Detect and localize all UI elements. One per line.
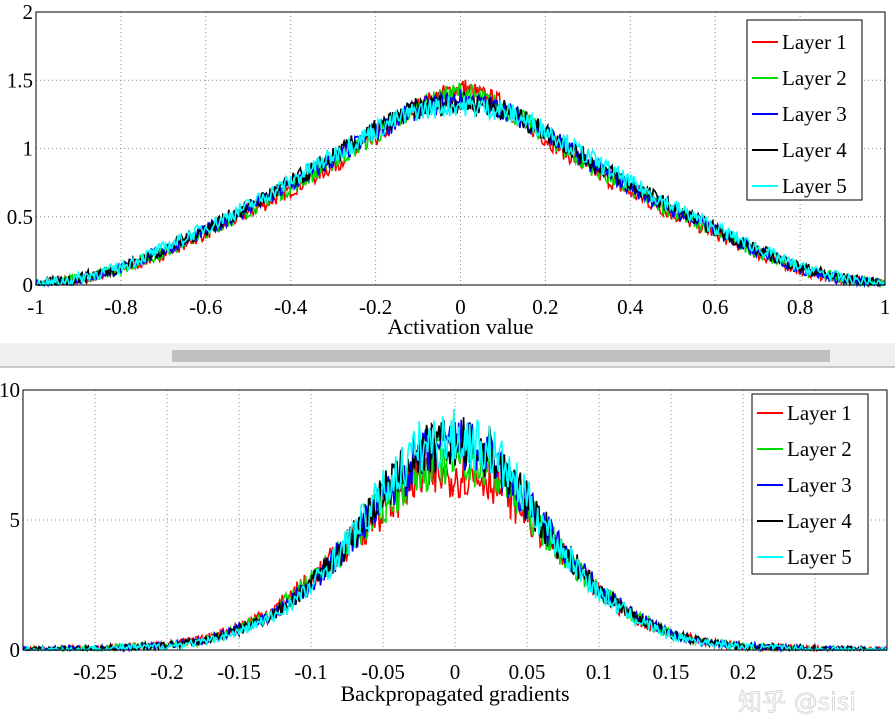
x-tick-label: -0.6: [189, 295, 222, 319]
y-tick-label: 0: [23, 273, 34, 297]
x-tick-label: 0.4: [617, 295, 644, 319]
series-line-5: [36, 95, 886, 288]
legend-label: Layer 1: [782, 30, 847, 54]
y-tick-label: 0: [10, 638, 21, 662]
legend-label: Layer 4: [782, 138, 847, 162]
legend-label: Layer 5: [782, 174, 847, 198]
legend-label: Layer 5: [787, 545, 852, 569]
legend-label: Layer 3: [782, 102, 847, 126]
x-tick-label: 0.25: [797, 660, 834, 684]
y-tick-label: 0.5: [7, 205, 33, 229]
x-tick-label: -0.05: [361, 660, 405, 684]
x-tick-label: 0: [450, 660, 461, 684]
scrollbar-thumb[interactable]: [172, 350, 830, 362]
x-tick-label: -0.25: [73, 660, 117, 684]
x-tick-label: 0.05: [509, 660, 546, 684]
y-tick-label: 10: [0, 378, 20, 402]
legend-label: Layer 1: [787, 401, 852, 425]
axes-box: [35, 11, 886, 286]
x-tick-label: -0.2: [150, 660, 183, 684]
legend-label: Layer 2: [787, 437, 852, 461]
x-tick-label: 0: [455, 295, 466, 319]
y-tick-label: 2: [23, 0, 34, 24]
x-tick-label: 0.8: [787, 295, 813, 319]
legend-label: Layer 3: [787, 473, 852, 497]
x-tick-label: -0.4: [274, 295, 308, 319]
y-tick-label: 1.5: [7, 68, 33, 92]
y-tick-label: 5: [10, 508, 21, 532]
x-tick-label: -0.2: [359, 295, 392, 319]
x-tick-label: 0.2: [730, 660, 756, 684]
x-tick-label: -0.15: [217, 660, 261, 684]
series-line-5: [23, 408, 888, 654]
gradient-plot: -0.25 -0.2 -0.15 -0.1 -0.05 0 0.05 0.1 0.15 0.2 0.…: [0, 378, 888, 706]
x-tick-label: 0.15: [653, 660, 690, 684]
x-tick-label: -0.1: [294, 660, 327, 684]
axes-box: [22, 389, 888, 651]
x-tick-label: -0.8: [104, 295, 137, 319]
legend-label: Layer 2: [782, 66, 847, 90]
x-axis-label: Backpropagated gradients: [340, 681, 569, 706]
x-tick-label: -1: [27, 295, 45, 319]
x-tick-label: 1: [880, 295, 891, 319]
legend-box: [746, 19, 863, 201]
legend-label: Layer 4: [787, 509, 852, 533]
x-tick-label: 0.1: [586, 660, 612, 684]
x-tick-label: 0.2: [532, 295, 558, 319]
watermark: 知乎 @sisi: [738, 688, 856, 716]
x-axis-label: Activation value: [387, 314, 533, 339]
x-tick-label: 0.6: [702, 295, 728, 319]
activation-plot: -1 -0.8 -0.6 -0.4 -0.2 0 0.2 0.4 0.6 0.8 1 0 0.5 1 1.5…: [7, 0, 891, 339]
y-tick-label: 1: [23, 137, 34, 161]
